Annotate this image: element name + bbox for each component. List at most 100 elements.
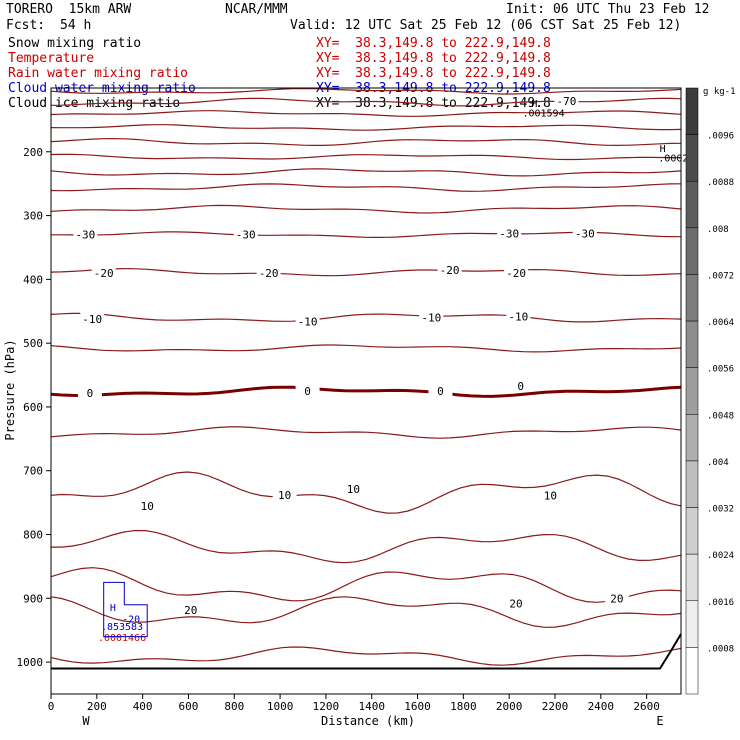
colorbar-cell-7	[685, 414, 699, 462]
colorbar-label-7: .004	[707, 458, 729, 468]
colorbar-label-9: .0024	[707, 551, 734, 561]
colorbar-cell-10	[685, 553, 699, 602]
isotherm-18	[50, 596, 682, 628]
colorbar-label-5: .0056	[707, 365, 734, 375]
contour-label-22: 20	[509, 597, 522, 610]
forecast-hour: 54 h	[60, 18, 92, 33]
contour-label-bg-9	[80, 311, 105, 325]
contour-label-bg-14	[295, 384, 320, 397]
cloud-water-outline	[103, 581, 148, 638]
contour-label-14: 0	[304, 385, 311, 398]
y-tick-label-300: 300	[23, 210, 43, 223]
y-tick-label-1000: 1000	[17, 656, 44, 669]
contour-label-bg-23	[604, 591, 629, 605]
contour-label-bg-8	[504, 265, 529, 279]
colorbar-label-11: .0008	[707, 644, 734, 654]
isotherm-2	[50, 110, 682, 117]
contour-label-bg-1	[73, 227, 98, 241]
x-tick-label-0: 0	[48, 700, 55, 713]
field-xy-rain: XY= 38.3,149.8 to 222.9,149.8	[316, 66, 551, 81]
colorbar-cell-11	[685, 600, 699, 648]
contour-label-13: 0	[87, 387, 94, 400]
colorbar-label-8: .0032	[707, 505, 734, 515]
x-tick-label-2400: 2400	[588, 700, 615, 713]
isotherm-8	[50, 204, 682, 214]
contour-label-bg-6	[256, 265, 281, 279]
y-tick-label-500: 500	[23, 337, 43, 350]
contour-label-12: -10	[508, 310, 528, 323]
contour-label-6: -20	[259, 267, 279, 280]
contour-label-bg-20	[538, 488, 563, 502]
x-end-left: W	[82, 714, 90, 728]
colorbar-cell-5	[685, 320, 699, 368]
colorbar-label-6: .0048	[707, 411, 734, 421]
contour-label-0: -70	[557, 95, 577, 108]
isotherm-3	[50, 124, 682, 131]
annotation-6: .853583	[101, 622, 143, 633]
x-axis: 0 200 400 600 800 1000 1200 1400 1600 1800 2000 220…	[48, 694, 660, 713]
annotation-1: .001594	[522, 109, 564, 120]
field-xy-snow: XY= 38.3,149.8 to 222.9,149.8	[316, 36, 551, 51]
field-name-snow: Snow mixing ratio	[8, 36, 142, 51]
annotation-2: H	[660, 144, 666, 155]
x-tick-label-200: 200	[87, 700, 107, 713]
isotherm-10	[50, 267, 682, 277]
x-tick-label-2200: 2200	[542, 700, 569, 713]
isotherm-12	[50, 344, 682, 353]
x-tick-label-600: 600	[179, 700, 199, 713]
contour-label-bg-17	[135, 498, 160, 512]
y-axis-title: Pressure (hPa)	[3, 339, 17, 440]
contour-label-bg-0	[554, 93, 579, 107]
model-title: TORERO 15km ARW	[6, 2, 132, 17]
contour-label-bg-3	[497, 226, 522, 240]
isotherm-0	[50, 87, 682, 95]
contour-label-15: 0	[437, 385, 444, 398]
valid-time: Valid: 12 UTC Sat 25 Feb 12 (06 CST Sat …	[290, 18, 682, 33]
x-tick-label-1800: 1800	[450, 700, 477, 713]
contour-label-19: 10	[347, 483, 360, 496]
x-tick-label-400: 400	[133, 700, 153, 713]
contour-label-11: -10	[421, 312, 441, 325]
colorbar-cell-9	[685, 507, 699, 555]
colorbar-cell-3	[685, 227, 699, 275]
contour-labels: -70 -30 -30 -30 -30 -20 -20 -20 -20 -10 -10 -10 -10 0…	[73, 93, 629, 617]
y-tick-label-800: 800	[23, 529, 43, 542]
y-axis: 200 300 400 500 600 700 800 900 1000	[17, 146, 51, 669]
terrain-surface	[51, 633, 682, 670]
isotherm-16	[51, 529, 682, 564]
isotherm-13	[50, 385, 682, 398]
colorbar-label-0: .0096	[707, 132, 734, 142]
contour-label-4: -30	[575, 227, 595, 240]
contour-label-bg-2	[233, 227, 258, 241]
isotherm-1	[50, 97, 682, 107]
contour-label-18: 10	[278, 489, 291, 502]
contour-label-bg-12	[506, 309, 531, 323]
contour-label-5: -20	[94, 267, 114, 280]
contour-label-23: 20	[610, 592, 623, 605]
contour-label-bg-4	[572, 226, 597, 240]
annotation-3: .00023	[658, 153, 694, 164]
annotation-0: H	[531, 99, 537, 110]
isotherm-7	[50, 183, 682, 192]
x-axis-title: Distance (km)	[321, 714, 415, 728]
contour-label-bg-13	[77, 385, 102, 399]
colorbar-label-4: .0064	[707, 318, 734, 328]
field-name-rain: Rain water mixing ratio	[8, 66, 189, 81]
contour-label-20: 10	[544, 490, 557, 503]
colorbar-label-1: .0088	[707, 178, 734, 188]
colorbar-label-10: .0016	[707, 598, 734, 608]
annotation-4: H	[110, 603, 116, 614]
colorbar-cell-8	[685, 460, 699, 508]
plot-frame	[50, 87, 682, 695]
y-tick-label-200: 200	[23, 146, 43, 159]
contour-label-2: -30	[236, 229, 256, 242]
center-title: NCAR/MMM	[225, 2, 288, 17]
colorbar-cell-4	[685, 274, 699, 322]
surface-line	[51, 633, 682, 670]
isotherm-4	[50, 137, 682, 147]
init-time: Init: 06 UTC Thu 23 Feb 12	[506, 2, 710, 17]
isotherm-5	[50, 153, 682, 161]
isotherm-17	[50, 567, 682, 603]
contour-label-bg-16	[508, 378, 533, 392]
contour-label-bg-7	[437, 262, 462, 276]
